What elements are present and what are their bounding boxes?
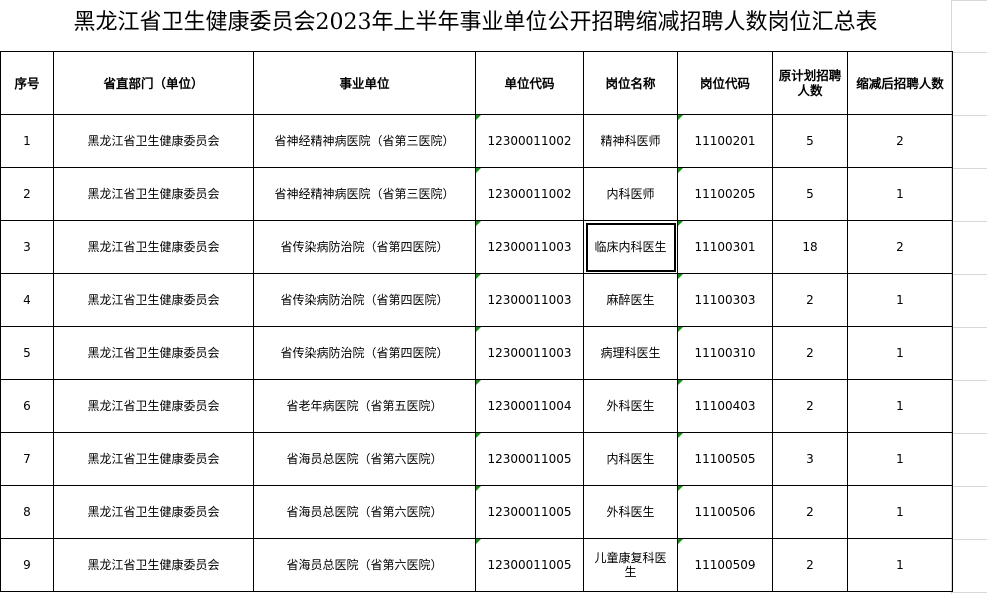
cell-position-name[interactable]: 外科医生 — [583, 379, 678, 433]
cell-position-code[interactable]: 11100303 — [677, 273, 773, 327]
cell-planned-count[interactable]: 2 — [772, 379, 848, 433]
cell-unit-code[interactable]: 12300011003 — [475, 273, 584, 327]
cell-department[interactable]: 黑龙江省卫生健康委员会 — [53, 432, 254, 486]
cell-position-name[interactable]: 病理科医生 — [583, 326, 678, 380]
header-seq[interactable]: 序号 — [0, 51, 54, 115]
table-row: 3 黑龙江省卫生健康委员会 省传染病防治院（省第四医院） 12300011003 临床内… — [0, 220, 953, 274]
cell-institution[interactable]: 省老年病医院（省第五医院） — [253, 379, 476, 433]
header-position-code[interactable]: 岗位代码 — [677, 51, 773, 115]
cell-department[interactable]: 黑龙江省卫生健康委员会 — [53, 220, 254, 274]
cell-seq[interactable]: 1 — [0, 114, 54, 168]
cell-seq[interactable]: 2 — [0, 167, 54, 221]
cell-position-code[interactable]: 11100301 — [677, 220, 773, 274]
header-row: 序号 省直部门（单位） 事业单位 单位代码 岗位名称 岗位代码 原计划招聘人数 缩减后招聘人数 — [0, 51, 953, 115]
cell-unit-code[interactable]: 12300011003 — [475, 220, 584, 274]
cell-planned-count[interactable]: 2 — [772, 326, 848, 380]
cell-reduced-count[interactable]: 1 — [847, 432, 953, 486]
cell-unit-code[interactable]: 12300011005 — [475, 485, 584, 539]
cell-department[interactable]: 黑龙江省卫生健康委员会 — [53, 326, 254, 380]
cell-unit-code[interactable]: 12300011002 — [475, 167, 584, 221]
header-unit-code[interactable]: 单位代码 — [475, 51, 584, 115]
cell-unit-code[interactable]: 12300011005 — [475, 538, 584, 592]
cell-department[interactable]: 黑龙江省卫生健康委员会 — [53, 485, 254, 539]
cell-unit-code[interactable]: 12300011003 — [475, 326, 584, 380]
cell-institution[interactable]: 省海员总医院（省第六医院） — [253, 485, 476, 539]
cell-unit-code[interactable]: 12300011005 — [475, 432, 584, 486]
cell-position-name[interactable]: 临床内科医生 — [583, 220, 678, 274]
cell-reduced-count[interactable]: 1 — [847, 273, 953, 327]
cell-seq[interactable]: 4 — [0, 273, 54, 327]
recruitment-table: 序号 省直部门（单位） 事业单位 单位代码 岗位名称 岗位代码 原计划招聘人数 缩减后招聘人数… — [0, 51, 953, 592]
sheet-title: 黑龙江省卫生健康委员会2023年上半年事业单位公开招聘缩减招聘人数岗位汇总表 — [73, 10, 878, 35]
cell-position-code[interactable]: 11100505 — [677, 432, 773, 486]
cell-department[interactable]: 黑龙江省卫生健康委员会 — [53, 167, 254, 221]
empty-grid-area — [951, 0, 987, 594]
cell-reduced-count[interactable]: 1 — [847, 379, 953, 433]
cell-position-code[interactable]: 11100310 — [677, 326, 773, 380]
cell-position-name[interactable]: 外科医生 — [583, 485, 678, 539]
cell-planned-count[interactable]: 3 — [772, 432, 848, 486]
cell-planned-count[interactable]: 18 — [772, 220, 848, 274]
cell-planned-count[interactable]: 5 — [772, 114, 848, 168]
header-position-name[interactable]: 岗位名称 — [583, 51, 678, 115]
header-reduced-count[interactable]: 缩减后招聘人数 — [847, 51, 953, 115]
cell-position-name[interactable]: 麻醉医生 — [583, 273, 678, 327]
cell-position-name[interactable]: 内科医师 — [583, 167, 678, 221]
header-planned-count[interactable]: 原计划招聘人数 — [772, 51, 848, 115]
cell-institution[interactable]: 省海员总医院（省第六医院） — [253, 432, 476, 486]
cell-planned-count[interactable]: 2 — [772, 538, 848, 592]
cell-unit-code[interactable]: 12300011002 — [475, 114, 584, 168]
cell-reduced-count[interactable]: 1 — [847, 167, 953, 221]
cell-institution[interactable]: 省传染病防治院（省第四医院） — [253, 220, 476, 274]
cell-reduced-count[interactable]: 1 — [847, 326, 953, 380]
table-row: 9 黑龙江省卫生健康委员会 省海员总医院（省第六医院） 12300011005 儿童康复… — [0, 538, 953, 592]
table-row: 4 黑龙江省卫生健康委员会 省传染病防治院（省第四医院） 12300011003 麻醉医… — [0, 273, 953, 327]
cell-institution[interactable]: 省神经精神病医院（省第三医院） — [253, 114, 476, 168]
cell-position-name[interactable]: 内科医生 — [583, 432, 678, 486]
cell-seq[interactable]: 5 — [0, 326, 54, 380]
header-institution[interactable]: 事业单位 — [253, 51, 476, 115]
cell-reduced-count[interactable]: 1 — [847, 538, 953, 592]
cell-position-name[interactable]: 精神科医师 — [583, 114, 678, 168]
cell-department[interactable]: 黑龙江省卫生健康委员会 — [53, 538, 254, 592]
cell-unit-code[interactable]: 12300011004 — [475, 379, 584, 433]
cell-position-name[interactable]: 儿童康复科医生 — [583, 538, 678, 592]
header-department[interactable]: 省直部门（单位） — [53, 51, 254, 115]
cell-institution[interactable]: 省传染病防治院（省第四医院） — [253, 326, 476, 380]
cell-position-code[interactable]: 11100205 — [677, 167, 773, 221]
cell-position-code[interactable]: 11100201 — [677, 114, 773, 168]
cell-position-code[interactable]: 11100506 — [677, 485, 773, 539]
table-row: 1 黑龙江省卫生健康委员会 省神经精神病医院（省第三医院） 12300011002 精神… — [0, 114, 953, 168]
cell-reduced-count[interactable]: 2 — [847, 114, 953, 168]
cell-institution[interactable]: 省传染病防治院（省第四医院） — [253, 273, 476, 327]
cell-department[interactable]: 黑龙江省卫生健康委员会 — [53, 379, 254, 433]
cell-planned-count[interactable]: 2 — [772, 485, 848, 539]
cell-seq[interactable]: 6 — [0, 379, 54, 433]
cell-institution[interactable]: 省神经精神病医院（省第三医院） — [253, 167, 476, 221]
cell-seq[interactable]: 8 — [0, 485, 54, 539]
cell-reduced-count[interactable]: 1 — [847, 485, 953, 539]
cell-position-code[interactable]: 11100509 — [677, 538, 773, 592]
cell-department[interactable]: 黑龙江省卫生健康委员会 — [53, 114, 254, 168]
cell-reduced-count[interactable]: 2 — [847, 220, 953, 274]
table-row: 6 黑龙江省卫生健康委员会 省老年病医院（省第五医院） 12300011004 外科医生… — [0, 379, 953, 433]
cell-institution[interactable]: 省海员总医院（省第六医院） — [253, 538, 476, 592]
table-row: 5 黑龙江省卫生健康委员会 省传染病防治院（省第四医院） 12300011003 病理科… — [0, 326, 953, 380]
cell-planned-count[interactable]: 5 — [772, 167, 848, 221]
cell-position-code[interactable]: 11100403 — [677, 379, 773, 433]
cell-seq[interactable]: 3 — [0, 220, 54, 274]
cell-seq[interactable]: 7 — [0, 432, 54, 486]
table-row: 7 黑龙江省卫生健康委员会 省海员总医院（省第六医院） 12300011005 内科医生… — [0, 432, 953, 486]
cell-department[interactable]: 黑龙江省卫生健康委员会 — [53, 273, 254, 327]
table-row: 8 黑龙江省卫生健康委员会 省海员总医院（省第六医院） 12300011005 外科医生… — [0, 485, 953, 539]
cell-planned-count[interactable]: 2 — [772, 273, 848, 327]
cell-seq[interactable]: 9 — [0, 538, 54, 592]
table-row: 2 黑龙江省卫生健康委员会 省神经精神病医院（省第三医院） 12300011002 内科… — [0, 167, 953, 221]
